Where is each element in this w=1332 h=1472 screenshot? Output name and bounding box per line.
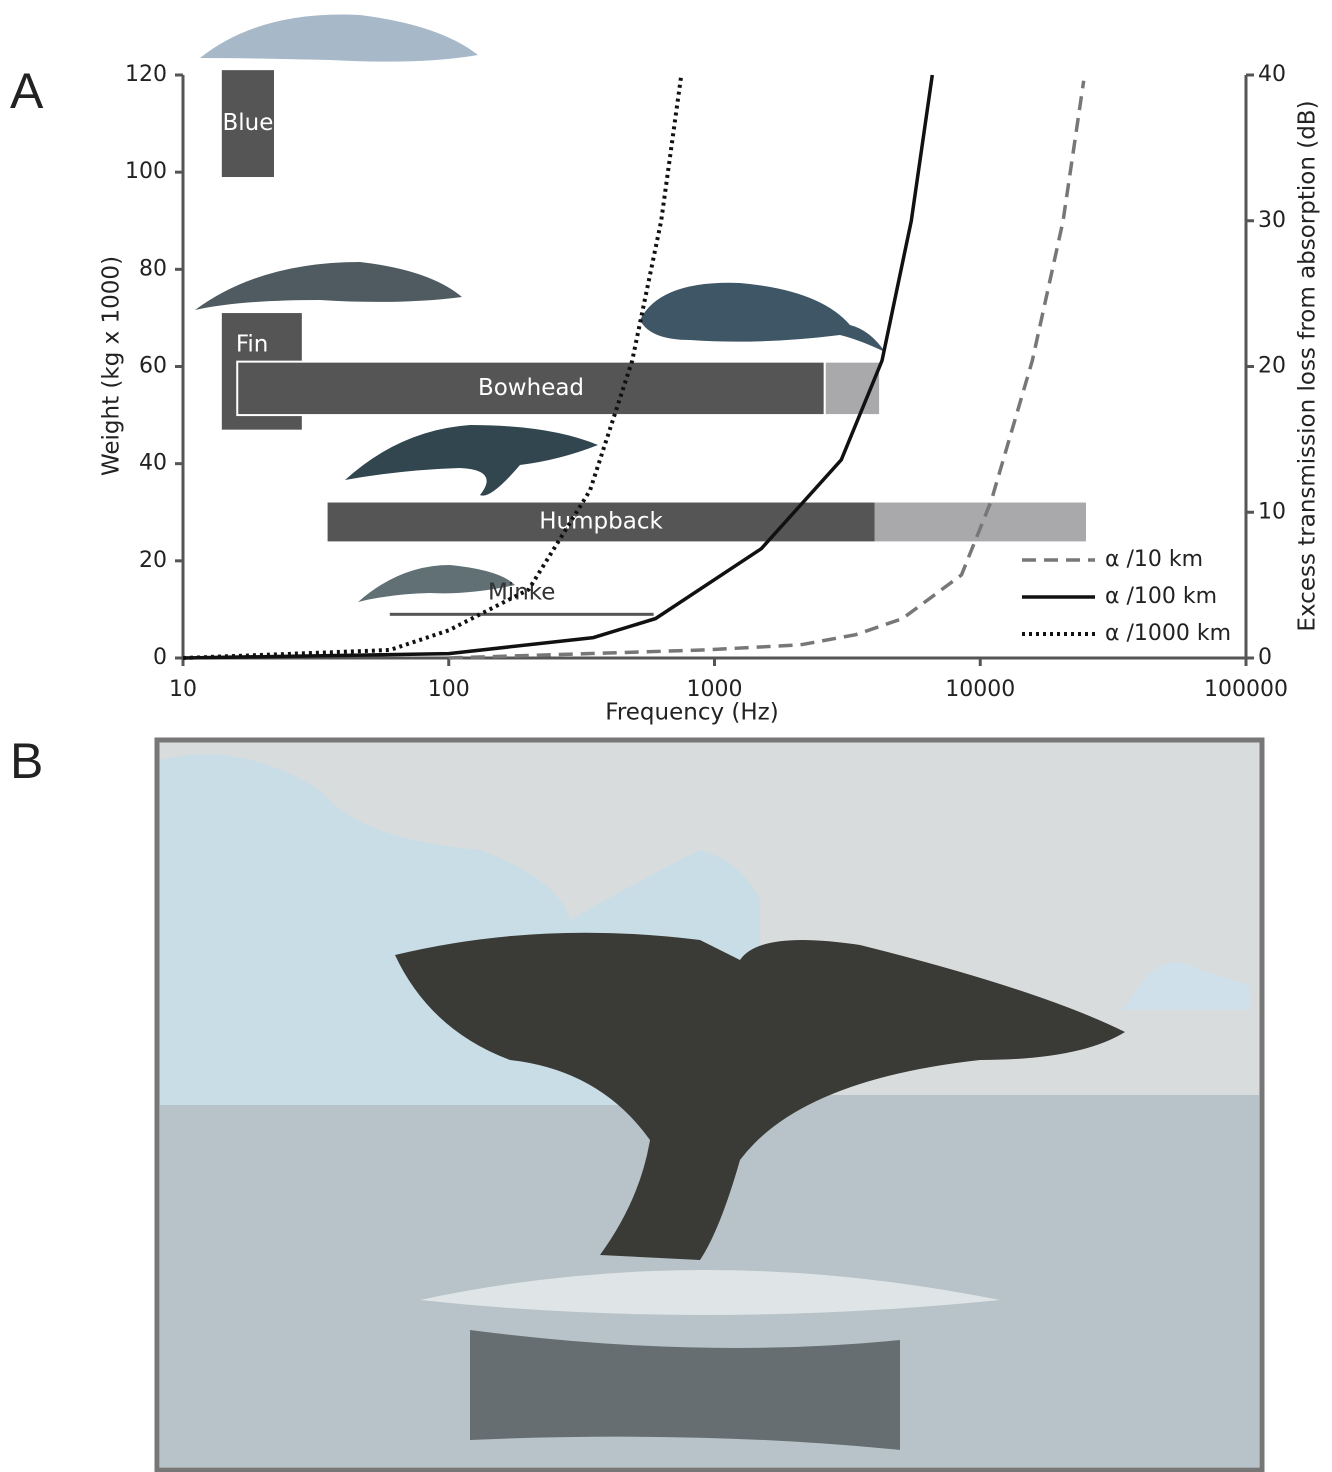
range-label: Humpback	[539, 508, 663, 534]
y-tick-label: 100	[125, 159, 167, 184]
range-extension	[874, 503, 1086, 542]
legend-label: α /1000 km	[1105, 621, 1231, 646]
y-tick-label: 80	[139, 256, 167, 281]
y-tick-label: 0	[153, 645, 167, 670]
photo	[157, 740, 1262, 1470]
y-axis-title: Weight (kg x 1000)	[99, 256, 125, 476]
y2-tick-label: 30	[1258, 208, 1286, 233]
panel-label: B	[10, 733, 43, 789]
y-tick-label: 20	[139, 548, 167, 573]
range-label: Fin	[236, 332, 269, 358]
y-tick-label: 60	[139, 354, 167, 379]
panel-label: A	[10, 63, 44, 119]
legend-label: α /10 km	[1105, 547, 1203, 572]
y2-tick-label: 20	[1258, 354, 1286, 379]
reflection	[470, 1330, 900, 1450]
y2-tick-label: 40	[1258, 62, 1286, 87]
range-label: Blue	[222, 110, 273, 136]
y2-tick-label: 10	[1258, 499, 1286, 524]
x-tick-label: 1000	[687, 677, 743, 702]
x-tick-label: 100	[428, 677, 470, 702]
y2-axis-title: Excess transmission loss from absorption…	[1295, 100, 1321, 631]
y2-tick-label: 0	[1258, 645, 1272, 670]
y-tick-label: 120	[125, 62, 167, 87]
figure: A B Frequency (Hz) Weight (kg x 1000) Ex…	[0, 0, 1332, 1472]
x-tick-label: 100000	[1204, 677, 1288, 702]
x-tick-label: 10000	[945, 677, 1015, 702]
range-label: Bowhead	[478, 375, 584, 401]
x-tick-label: 10	[169, 677, 197, 702]
legend-label: α /100 km	[1105, 584, 1217, 609]
range-bar	[390, 613, 654, 616]
x-axis-title: Frequency (Hz)	[605, 700, 778, 726]
y-tick-label: 40	[139, 451, 167, 476]
